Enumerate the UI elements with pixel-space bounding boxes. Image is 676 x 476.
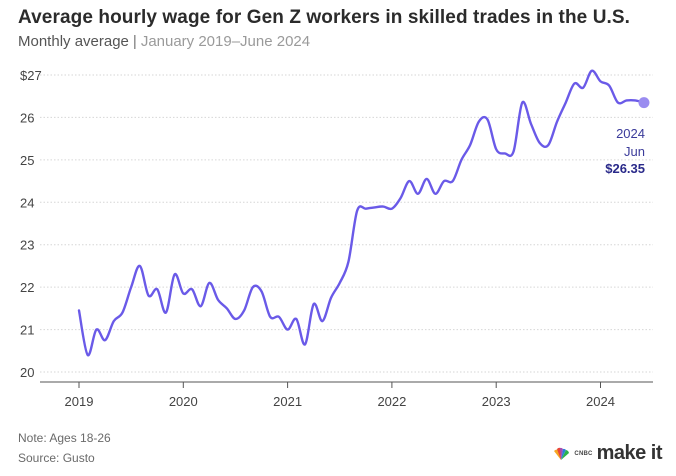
chart-source: Source: Gusto [18, 451, 95, 465]
chart-note: Note: Ages 18-26 [18, 431, 111, 445]
y-tick-label: 26 [20, 110, 34, 125]
x-axis: 2019 2020 2021 2022 2023 2024 [40, 381, 653, 409]
chart-title: Average hourly wage for Gen Z workers in… [18, 7, 631, 28]
subtitle-range: January 2019–June 2024 [140, 33, 311, 50]
series-line [77, 69, 646, 357]
x-tick-label: 2021 [273, 394, 302, 409]
y-tick-label: $27 [20, 68, 42, 83]
endpoint-year-label: 2024 [616, 126, 645, 141]
subtitle-separator: | [132, 33, 137, 50]
y-tick-label: 23 [20, 238, 34, 253]
y-axis-tick-labels: 20 21 22 23 24 25 26 $27 [20, 68, 42, 380]
endpoint-month-label: Jun [624, 144, 645, 159]
y-tick-label: 25 [20, 153, 34, 168]
brand-logo: CNBC make it [552, 442, 663, 465]
x-tick-label: 2022 [377, 394, 406, 409]
x-tick-label: 2019 [65, 394, 94, 409]
brand-large: make it [596, 442, 663, 464]
chart-subtitle: Monthly average | January 2019–June 2024 [18, 33, 310, 50]
y-tick-label: 21 [20, 323, 34, 338]
subtitle-prefix: Monthly average [18, 33, 129, 50]
endpoint-marker [638, 97, 650, 109]
brand-small: CNBC [574, 450, 593, 457]
gridlines [40, 74, 653, 373]
y-tick-label: 22 [20, 280, 34, 295]
x-tick-label: 2020 [169, 394, 198, 409]
peacock-icon [554, 447, 570, 460]
x-tick-label: 2024 [586, 394, 615, 409]
y-tick-label: 20 [20, 365, 34, 380]
series-layer [77, 69, 650, 357]
endpoint-value-label: $26.35 [605, 161, 645, 176]
x-tick-label: 2023 [482, 394, 511, 409]
y-tick-label: 24 [20, 195, 34, 210]
